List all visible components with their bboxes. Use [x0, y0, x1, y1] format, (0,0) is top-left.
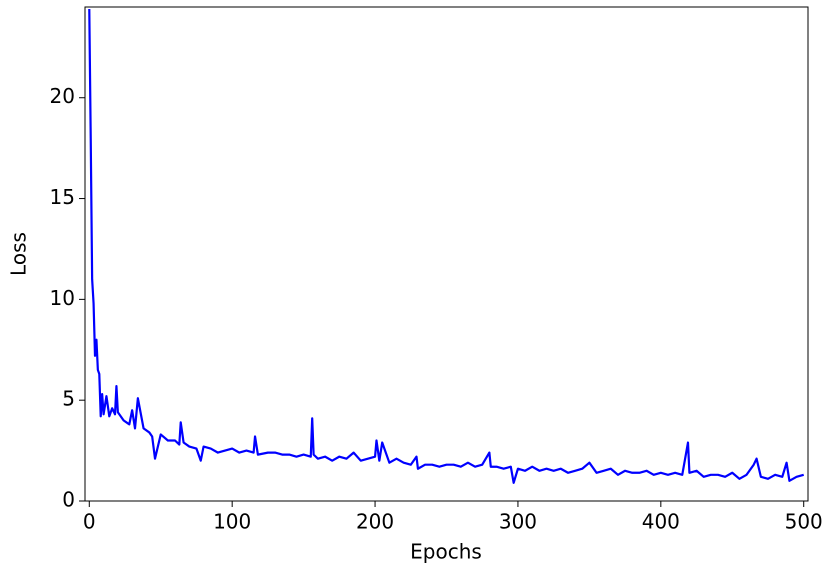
y-axis-label: Loss	[7, 232, 31, 276]
x-tick-label: 100	[213, 510, 251, 534]
x-tick-label: 300	[499, 510, 537, 534]
x-tick-label: 500	[785, 510, 823, 534]
y-tick-label: 15	[50, 185, 75, 209]
loss-line	[88, 9, 805, 484]
y-tick-label: 20	[50, 84, 75, 108]
x-tick-label: 0	[83, 510, 96, 534]
y-tick-label: 10	[50, 286, 75, 310]
plot-frame	[84, 6, 809, 502]
x-axis-label: Epochs	[410, 540, 482, 564]
y-tick-label: 5	[62, 387, 75, 411]
y-tick-label: 0	[62, 488, 75, 512]
x-tick-label: 400	[642, 510, 680, 534]
x-tick-label: 200	[356, 510, 394, 534]
